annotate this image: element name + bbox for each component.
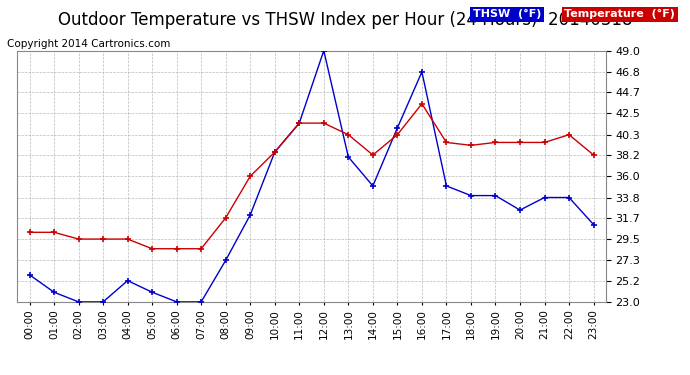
Text: Temperature  (°F): Temperature (°F)	[564, 9, 676, 20]
Text: Outdoor Temperature vs THSW Index per Hour (24 Hours)  20140318: Outdoor Temperature vs THSW Index per Ho…	[58, 11, 632, 29]
Text: THSW  (°F): THSW (°F)	[473, 9, 541, 20]
Text: Copyright 2014 Cartronics.com: Copyright 2014 Cartronics.com	[7, 39, 170, 50]
